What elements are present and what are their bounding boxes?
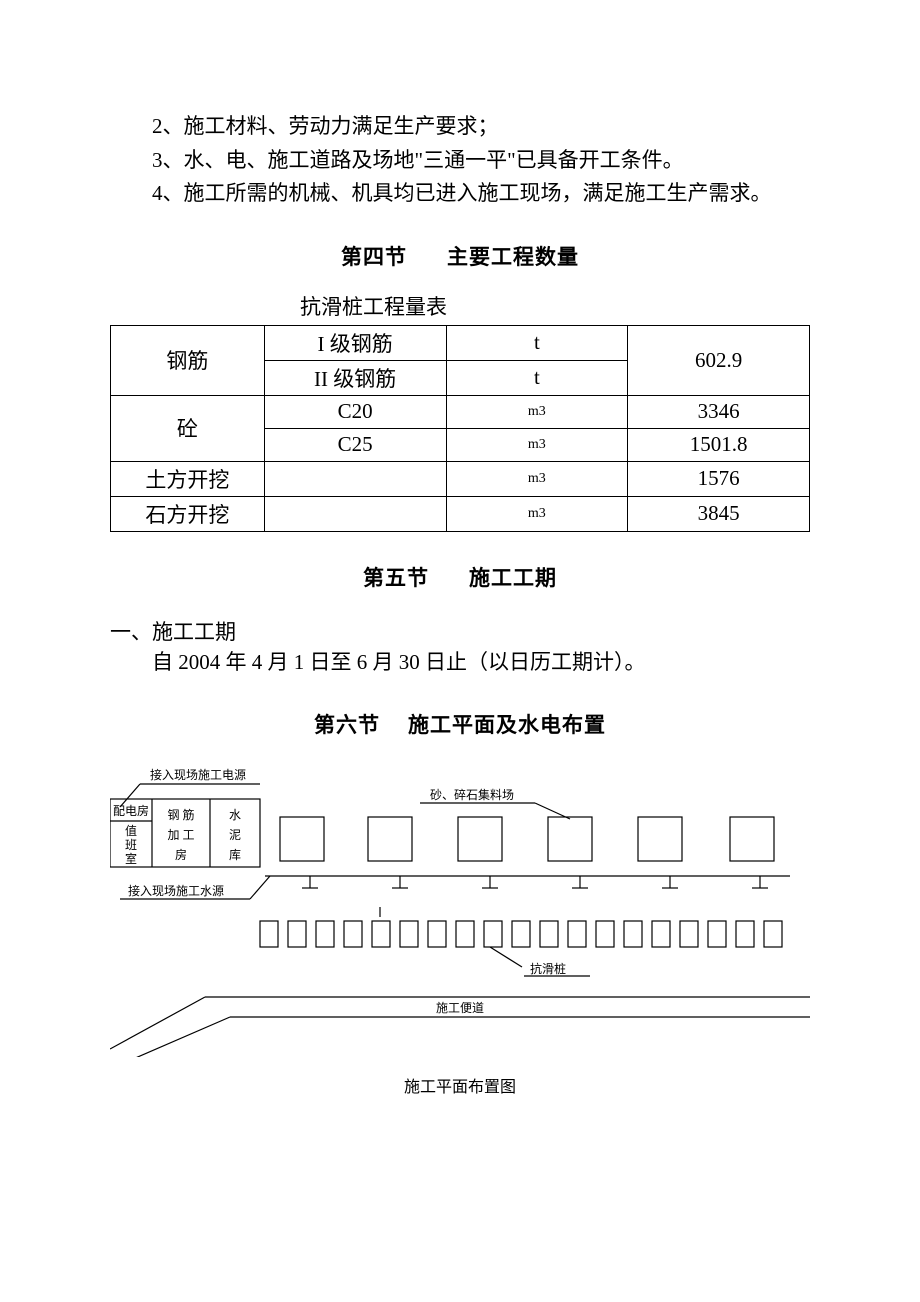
svg-text:值: 值 [125,823,137,838]
svg-text:接入现场施工水源: 接入现场施工水源 [128,883,224,898]
table-cell-qty: 1501.8 [628,428,810,461]
table-row: 砼C20m33346 [111,395,810,428]
svg-text:接入现场施工电源: 接入现场施工电源 [150,767,246,782]
table-cell-qty: 3845 [628,496,810,531]
table-cell-spec [264,461,446,496]
site-plan-diagram: 接入现场施工电源配电房值班室 钢 筋加 工房 水泥库 砂、碎石集料场接入现场施工水源抗… [110,767,810,1097]
table-cell-unit: m3 [446,461,628,496]
table-cell-category: 钢筋 [111,325,265,395]
svg-text:钢 筋: 钢 筋 [167,807,194,822]
section-4-heading: 第四节 主要工程数量 [110,241,810,271]
section-6-heading: 第六节 施工平面及水电布置 [110,709,810,739]
table-cell-category: 土方开挖 [111,461,265,496]
section-5-heading: 第五节 施工工期 [110,562,810,592]
paragraph-4: 4、施工所需的机械、机具均已进入施工现场，满足施工生产需求。 [110,177,810,211]
section-6-number: 第六节 [314,713,380,737]
quantities-table: 钢筋I 级钢筋t602.9II 级钢筋t砼C20m33346C25m31501.… [110,325,810,532]
svg-text:库: 库 [229,847,241,862]
table-cell-spec: II 级钢筋 [264,360,446,395]
svg-text:加 工: 加 工 [167,828,194,842]
table-title: 抗滑桩工程量表 [300,291,810,321]
table-row: 石方开挖 m33845 [111,496,810,531]
table-cell-spec: C25 [264,428,446,461]
svg-text:泥: 泥 [229,828,241,842]
svg-text:班: 班 [125,838,137,852]
section-4-title: 主要工程数量 [447,245,579,269]
table-cell-unit: t [446,325,628,360]
table-cell-category: 石方开挖 [111,496,265,531]
table-cell-unit: t [446,360,628,395]
table-cell-unit: m3 [446,428,628,461]
table-cell-qty: 3346 [628,395,810,428]
section-5-title: 施工工期 [469,566,557,590]
section-4-number: 第四节 [341,245,407,269]
table-cell-spec: I 级钢筋 [264,325,446,360]
table-cell-unit: m3 [446,496,628,531]
section-5-body: 自 2004 年 4 月 1 日至 6 月 30 日止（以日历工期计）。 [110,646,810,680]
table-cell-unit: m3 [446,395,628,428]
paragraph-3: 3、水、电、施工道路及场地"三通一平"已具备开工条件。 [110,144,810,178]
svg-text:房: 房 [175,847,187,862]
svg-text:室: 室 [125,851,137,866]
svg-text:施工便道: 施工便道 [436,1001,484,1015]
diagram-caption: 施工平面布置图 [110,1073,810,1097]
table-row: 土方开挖 m31576 [111,461,810,496]
table-cell-category: 砼 [111,395,265,461]
table-cell-qty: 602.9 [628,325,810,395]
svg-text:砂、碎石集料场: 砂、碎石集料场 [430,787,514,802]
svg-text:抗滑桩: 抗滑桩 [530,961,566,976]
section-6-title: 施工平面及水电布置 [408,713,606,737]
paragraph-2: 2、施工材料、劳动力满足生产要求； [110,110,810,144]
svg-text:配电房: 配电房 [113,803,149,818]
table-row: 钢筋I 级钢筋t602.9 [111,325,810,360]
table-cell-spec: C20 [264,395,446,428]
section-5-subheading: 一、施工工期 [110,616,810,646]
section-5-number: 第五节 [363,566,429,590]
table-cell-qty: 1576 [628,461,810,496]
svg-text:水: 水 [229,808,241,822]
table-cell-spec [264,496,446,531]
